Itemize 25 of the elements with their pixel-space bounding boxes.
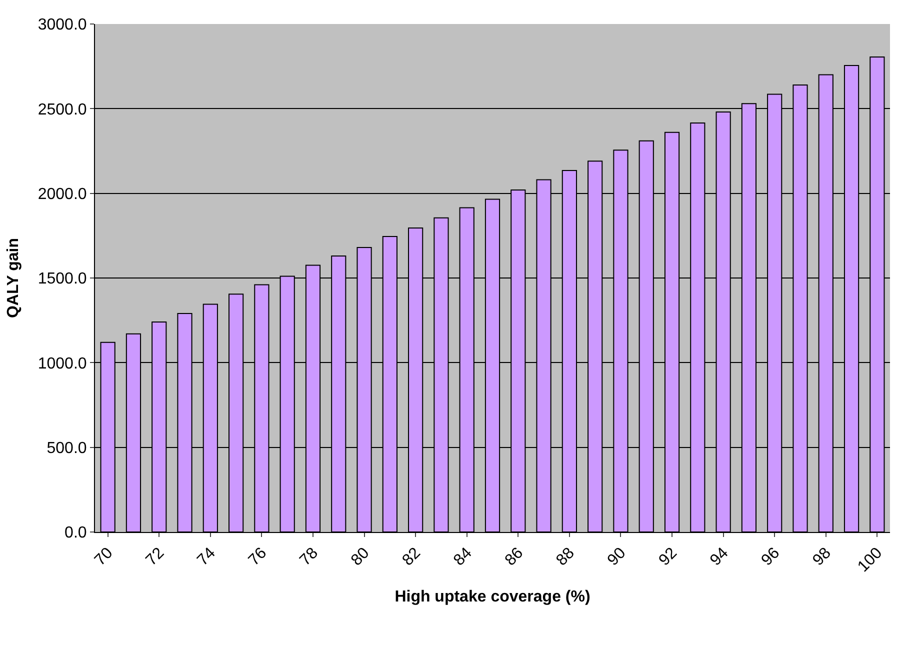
x-tick-label: 88 [553,544,578,570]
y-tick-label: 2500.0 [38,101,87,118]
x-tick-label: 84 [450,544,476,570]
x-tick-label: 86 [502,544,527,570]
y-tick-label: 500.0 [46,440,87,457]
x-tick-label: 82 [399,544,424,570]
x-tick-label: 72 [142,544,168,570]
y-tick-label: 2000.0 [38,186,87,203]
x-tick-label: 96 [758,544,784,570]
x-tick-label: 92 [656,544,681,570]
x-tick-label: 98 [810,544,834,570]
x-tick-label: 80 [348,544,373,570]
y-tick-label: 3000.0 [38,16,87,34]
x-tick-label: 76 [246,544,270,570]
y-tick-label: 1500.0 [38,270,87,288]
y-tick-label: 0.0 [64,524,87,542]
x-tick-label: 70 [92,544,116,570]
x-axis-title: High uptake coverage (%) [394,588,590,606]
y-axis-title: QALY gain [4,238,22,318]
x-tick-label: 74 [194,544,219,570]
x-tick-label: 100 [854,544,886,576]
x-tick-label: 94 [707,544,732,570]
x-tick-label: 78 [296,544,322,570]
x-tick-label: 90 [604,544,630,570]
y-tick-label: 1000.0 [38,355,87,372]
